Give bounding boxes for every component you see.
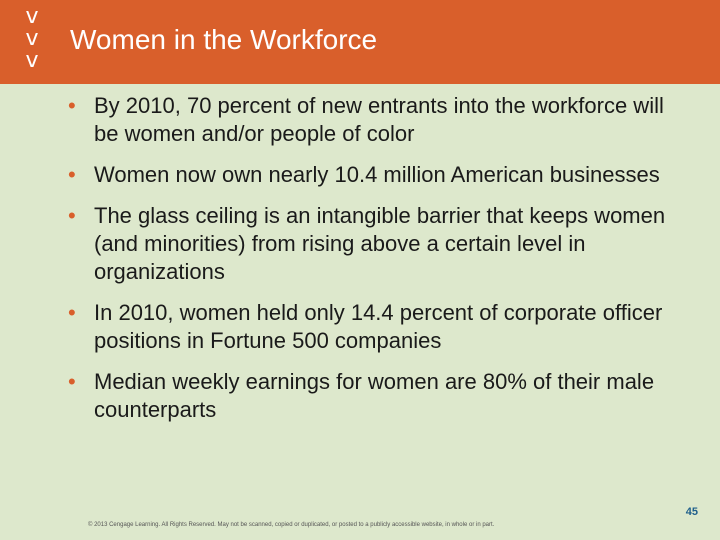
- glass-ceiling-term: glass ceiling: [138, 203, 258, 228]
- bullet-list: • By 2010, 70 percent of new entrants in…: [68, 92, 688, 437]
- bullet-text: is an intangible barrier that keeps wome…: [94, 203, 666, 284]
- bullet-marker: •: [68, 162, 76, 187]
- chevron-down-icon: v: [25, 26, 39, 51]
- page-number: 45: [685, 506, 698, 518]
- bullet-text: By 2010, 70 percent of new entrants into…: [94, 93, 664, 146]
- chevron-down-icon: v: [25, 4, 39, 29]
- bullet-item: • By 2010, 70 percent of new entrants in…: [68, 92, 688, 148]
- bullet-marker: •: [68, 203, 76, 228]
- copyright-notice: © 2013 Cengage Learning. All Rights Rese…: [88, 522, 495, 528]
- bullet-item: • Women now own nearly 10.4 million Amer…: [68, 161, 688, 189]
- bullet-text: The: [94, 203, 139, 228]
- bullet-marker: •: [68, 93, 76, 118]
- bullet-marker: •: [68, 300, 76, 325]
- bullet-item: • In 2010, women held only 14.4 percent …: [68, 299, 688, 355]
- slide-header: v v v Women in the Workforce: [0, 0, 720, 84]
- bullet-text: Median weekly earnings for women are 80%…: [94, 369, 655, 422]
- chevron-down-icon: v: [25, 48, 39, 73]
- bullet-item: • The glass ceiling is an intangible bar…: [68, 202, 688, 286]
- bullet-text: Women now own nearly 10.4 million Americ…: [94, 162, 660, 187]
- chevron-decoration: v v v: [20, 6, 44, 72]
- bullet-text: In 2010, women held only 14.4 percent of…: [94, 300, 663, 353]
- bullet-item: • Median weekly earnings for women are 8…: [68, 368, 688, 424]
- bullet-marker: •: [68, 369, 76, 394]
- slide-title: Women in the Workforce: [70, 24, 378, 55]
